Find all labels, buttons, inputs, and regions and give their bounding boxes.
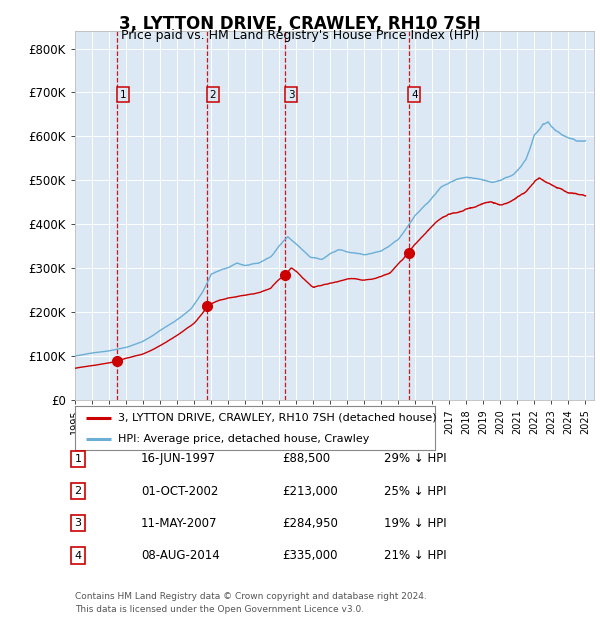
Text: This data is licensed under the Open Government Licence v3.0.: This data is licensed under the Open Gov…	[75, 604, 364, 614]
Text: 25% ↓ HPI: 25% ↓ HPI	[384, 485, 446, 497]
Text: 29% ↓ HPI: 29% ↓ HPI	[384, 453, 446, 465]
Text: £335,000: £335,000	[282, 549, 337, 562]
Text: 01-OCT-2002: 01-OCT-2002	[141, 485, 218, 497]
Text: 3: 3	[74, 518, 82, 528]
Text: Contains HM Land Registry data © Crown copyright and database right 2024.: Contains HM Land Registry data © Crown c…	[75, 592, 427, 601]
Text: £88,500: £88,500	[282, 453, 330, 465]
Text: 1: 1	[74, 454, 82, 464]
Text: 19% ↓ HPI: 19% ↓ HPI	[384, 517, 446, 529]
Text: 21% ↓ HPI: 21% ↓ HPI	[384, 549, 446, 562]
Text: 11-MAY-2007: 11-MAY-2007	[141, 517, 218, 529]
Text: 4: 4	[411, 90, 418, 100]
Text: HPI: Average price, detached house, Crawley: HPI: Average price, detached house, Craw…	[118, 433, 370, 444]
Text: 2: 2	[74, 486, 82, 496]
Text: 16-JUN-1997: 16-JUN-1997	[141, 453, 216, 465]
Text: 3, LYTTON DRIVE, CRAWLEY, RH10 7SH (detached house): 3, LYTTON DRIVE, CRAWLEY, RH10 7SH (deta…	[118, 413, 437, 423]
Text: 4: 4	[74, 551, 82, 560]
Text: 1: 1	[119, 90, 126, 100]
Text: 3: 3	[288, 90, 295, 100]
Text: £213,000: £213,000	[282, 485, 338, 497]
Text: £284,950: £284,950	[282, 517, 338, 529]
Text: 2: 2	[209, 90, 216, 100]
Text: 3, LYTTON DRIVE, CRAWLEY, RH10 7SH: 3, LYTTON DRIVE, CRAWLEY, RH10 7SH	[119, 16, 481, 33]
Text: Price paid vs. HM Land Registry's House Price Index (HPI): Price paid vs. HM Land Registry's House …	[121, 29, 479, 42]
Text: 08-AUG-2014: 08-AUG-2014	[141, 549, 220, 562]
